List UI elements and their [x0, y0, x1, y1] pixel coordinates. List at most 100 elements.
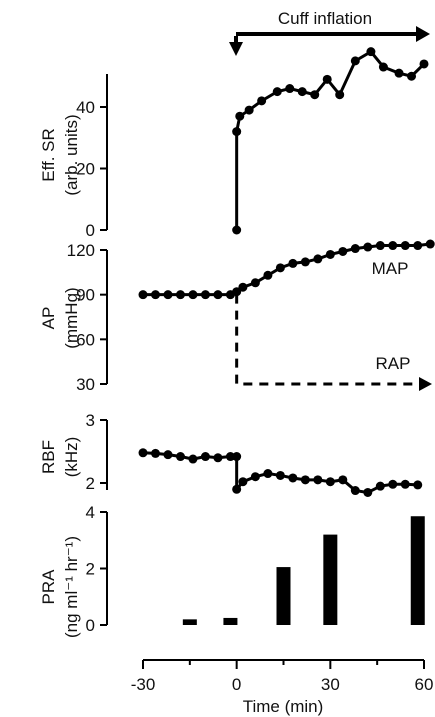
data-point [322, 74, 332, 84]
data-point [238, 477, 248, 487]
data-point [188, 290, 198, 300]
marks-ap: 30 60 90 120 [67, 239, 435, 394]
data-point [232, 225, 242, 235]
data-point [350, 486, 360, 496]
y-tick-label: 2 [86, 560, 95, 579]
data-point [238, 282, 248, 292]
series-line-dashed [235, 294, 424, 386]
data-point [400, 479, 410, 489]
data-point [232, 127, 242, 137]
data-point [275, 263, 285, 273]
pra-bar [276, 567, 291, 625]
ylabel-eff-sr: Eff. SR [39, 128, 58, 182]
data-point [272, 87, 282, 97]
data-point [288, 258, 298, 268]
pra-bar [323, 534, 338, 625]
data-point [213, 453, 223, 463]
data-point [163, 450, 173, 460]
y-tick-label: 3 [86, 411, 95, 430]
data-point [163, 290, 173, 300]
x-tick-label: 30 [321, 675, 340, 694]
data-point [388, 241, 398, 251]
data-point [378, 62, 388, 72]
data-point [200, 452, 210, 462]
data-point [138, 448, 148, 458]
data-point [285, 84, 295, 94]
y-tick-label: 30 [76, 375, 95, 394]
pra-bar [223, 617, 238, 625]
data-point [150, 290, 160, 300]
data-point [313, 254, 323, 264]
data-point [250, 278, 260, 288]
x-tick-label: -30 [131, 675, 156, 694]
data-point [175, 290, 185, 300]
y-tick-label: 0 [86, 221, 95, 240]
data-point [300, 257, 310, 267]
marks-eff-sr: 0 20 40 [76, 47, 429, 240]
data-point [232, 452, 242, 462]
y-tick-label: 60 [76, 330, 95, 349]
marks-pra: 0 2 4 -30 0 30 60 [86, 503, 434, 694]
y-tick-label: 40 [76, 98, 95, 117]
marks-rbf: 23 [86, 411, 423, 497]
data-point [257, 96, 267, 106]
data-point [297, 87, 307, 97]
data-point [338, 475, 348, 485]
x-tick-label: 0 [232, 675, 241, 694]
panel-ap: AP (mmHg) 30 60 90 120 MAP RAP [39, 239, 435, 394]
label-rap: RAP [376, 354, 411, 373]
data-point [388, 479, 398, 489]
data-point [335, 90, 345, 100]
data-point [175, 452, 185, 462]
data-point [425, 239, 435, 249]
data-point [225, 452, 235, 462]
ylabel-pra: PRA [39, 569, 58, 605]
data-point [363, 242, 373, 252]
data-point [363, 487, 373, 497]
data-point [366, 47, 376, 57]
data-point [313, 475, 323, 485]
data-point [413, 480, 423, 490]
pra-bar [182, 619, 197, 625]
data-point [232, 484, 242, 494]
data-point [300, 475, 310, 485]
y-tick-label: 90 [76, 286, 95, 305]
y-tick-label: 2 [86, 474, 95, 493]
data-point [263, 469, 273, 479]
y-tick-label: 4 [86, 503, 95, 522]
data-point [235, 111, 245, 121]
data-point [400, 241, 410, 251]
yunit-eff-sr: (arb. units) [62, 114, 81, 195]
data-point [188, 454, 198, 464]
data-point [375, 481, 385, 491]
data-point [213, 290, 223, 300]
ylabel-ap: AP [39, 307, 58, 330]
data-point [250, 472, 260, 482]
data-point [419, 59, 429, 69]
data-point [350, 56, 360, 66]
pra-bar [410, 516, 425, 625]
y-tick-label: 120 [67, 241, 95, 260]
yunit-rbf: (kHz) [62, 437, 81, 478]
rap-arrowhead [419, 377, 432, 391]
data-point [150, 448, 160, 458]
ylabel-rbf: RBF [39, 440, 58, 474]
y-tick-label: 20 [76, 160, 95, 179]
yunit-ap: (mmHg) [62, 287, 81, 348]
y-tick-label: 0 [86, 616, 95, 635]
xlabel-time: Time (min) [243, 697, 324, 716]
panel-rbf: RBF (kHz) 23 [39, 411, 423, 497]
data-point [413, 241, 423, 251]
data-point [263, 270, 273, 280]
data-point [200, 290, 210, 300]
cuff-inflation-arrow [229, 26, 430, 56]
label-map: MAP [372, 259, 409, 278]
data-point [244, 105, 254, 115]
annotation-cuff-inflation: Cuff inflation [278, 9, 372, 28]
data-point [275, 470, 285, 480]
yunit-pra: (ng ml⁻¹ hr⁻¹) [62, 536, 81, 638]
data-point [232, 287, 242, 297]
data-point [338, 246, 348, 256]
data-point [350, 244, 360, 254]
